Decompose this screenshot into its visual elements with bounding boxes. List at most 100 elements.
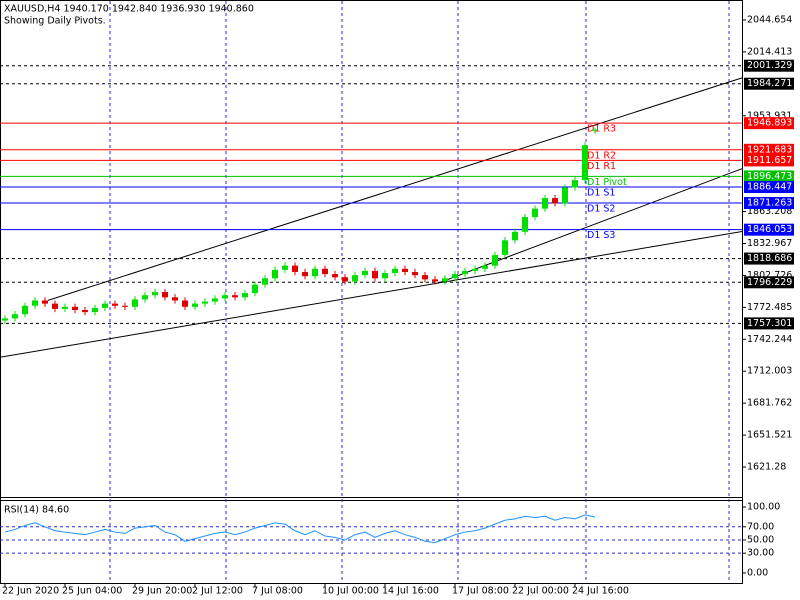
candle-body — [222, 295, 228, 299]
chart-subtitle: Showing Daily Pivots. — [4, 16, 106, 27]
level-label: 1871.263 — [747, 198, 792, 209]
level-name: D1 R1 — [587, 161, 616, 172]
candle-body — [332, 274, 338, 278]
candle-body — [252, 284, 258, 294]
level-label-box — [744, 59, 794, 72]
frame — [0, 0, 743, 584]
x-tick-label: 14 Jul 16:00 — [382, 586, 439, 597]
candle-body — [362, 270, 368, 276]
candle-body — [162, 292, 168, 298]
y-tick-label: 1802.726 — [747, 270, 792, 281]
candle-body — [192, 303, 198, 307]
candle-body — [432, 279, 438, 282]
candle-body — [452, 274, 458, 279]
candle-body — [142, 295, 148, 300]
level-label-box — [744, 223, 794, 236]
trendline — [0, 231, 743, 358]
candle-body — [462, 270, 468, 275]
y-tick-label: 0.00 — [747, 567, 768, 578]
level-label: 1921.683 — [747, 144, 792, 155]
candle-body — [552, 198, 558, 204]
level-name: D1 R2 — [587, 150, 616, 161]
level-label-box — [744, 77, 794, 90]
candle-body — [92, 307, 98, 313]
rsi-line — [4, 514, 596, 544]
candle-body — [492, 255, 498, 266]
candle-body — [42, 300, 48, 304]
candle-body — [302, 271, 308, 277]
candle-body — [572, 180, 578, 188]
level-label: 1946.893 — [747, 118, 792, 129]
level-label-box — [744, 181, 794, 194]
candle-body — [32, 300, 38, 306]
candle-body — [102, 303, 108, 308]
level-label-box — [744, 143, 794, 156]
level-label: 1846.053 — [747, 224, 792, 235]
y-tick-label: 1651.521 — [747, 430, 792, 441]
candle-body — [562, 187, 568, 204]
candle-body — [72, 306, 78, 310]
candle-body — [292, 265, 298, 272]
level-label-box — [744, 170, 794, 183]
candle-body — [232, 295, 238, 298]
level-name: D1 S3 — [587, 230, 615, 241]
x-tick-label: 29 Jun 20:00 — [132, 586, 192, 597]
candle-body — [472, 268, 478, 271]
level-label-box — [744, 317, 794, 330]
candle-body — [62, 306, 68, 309]
candle-body — [482, 265, 488, 269]
candle-body — [352, 275, 358, 282]
x-tick-label: 7 Jul 08:00 — [252, 586, 303, 597]
level-label: 1818.686 — [747, 253, 792, 264]
y-tick-label: 1953.931 — [747, 110, 792, 121]
level-name: D1 Pivot — [587, 177, 627, 188]
y-tick-label: 1772.485 — [747, 302, 792, 313]
indicator-title: RSI(14) 84.60 — [4, 505, 69, 516]
candle-body — [22, 305, 28, 315]
candle-body — [512, 231, 518, 241]
level-label: 1911.657 — [747, 155, 792, 166]
x-tick-label: 17 Jul 08:00 — [452, 586, 509, 597]
candle-body — [542, 198, 548, 209]
candle-body — [392, 268, 398, 274]
candle-body — [152, 292, 158, 296]
y-tick-label: 50.00 — [747, 534, 774, 545]
candle-body — [172, 297, 178, 301]
level-label: 1984.271 — [747, 78, 792, 89]
y-tick-label: 1712.003 — [747, 366, 792, 377]
candle-body — [2, 318, 8, 321]
candle-body — [322, 268, 328, 275]
x-tick-label: 2 Jul 12:00 — [192, 586, 243, 597]
candle-body — [502, 240, 508, 256]
level-label: 1896.473 — [747, 171, 792, 182]
candle-body — [12, 314, 18, 319]
candle-body — [122, 305, 128, 307]
candle-body — [582, 145, 588, 181]
level-label: 2001.329 — [747, 60, 792, 71]
level-name: D1 S1 — [587, 188, 615, 199]
candle-body — [242, 293, 248, 298]
candle-body — [372, 270, 378, 279]
y-tick-label: 30.00 — [747, 548, 774, 559]
candle-body — [442, 278, 448, 282]
level-label: 1796.229 — [747, 277, 792, 288]
candle-body — [212, 298, 218, 302]
y-tick-label: 2044.654 — [747, 14, 792, 25]
candle-body — [522, 217, 528, 232]
x-tick-label: 10 Jul 00:00 — [322, 586, 379, 597]
y-tick-label: 1621.28 — [747, 462, 786, 473]
candle-body — [52, 303, 58, 309]
y-tick-label: 2014.413 — [747, 46, 792, 57]
candle-body — [262, 278, 268, 285]
x-tick-label: 22 Jun 2020 — [2, 586, 59, 597]
y-tick-label: 1863.208 — [747, 206, 792, 217]
level-label: 1886.447 — [747, 182, 792, 193]
candle-body — [312, 268, 318, 277]
candle-body — [202, 301, 208, 304]
candle-body — [402, 268, 408, 272]
candle-body — [422, 275, 428, 280]
candle-body — [282, 265, 288, 270]
candle-body — [272, 269, 278, 279]
level-label-box — [744, 197, 794, 210]
